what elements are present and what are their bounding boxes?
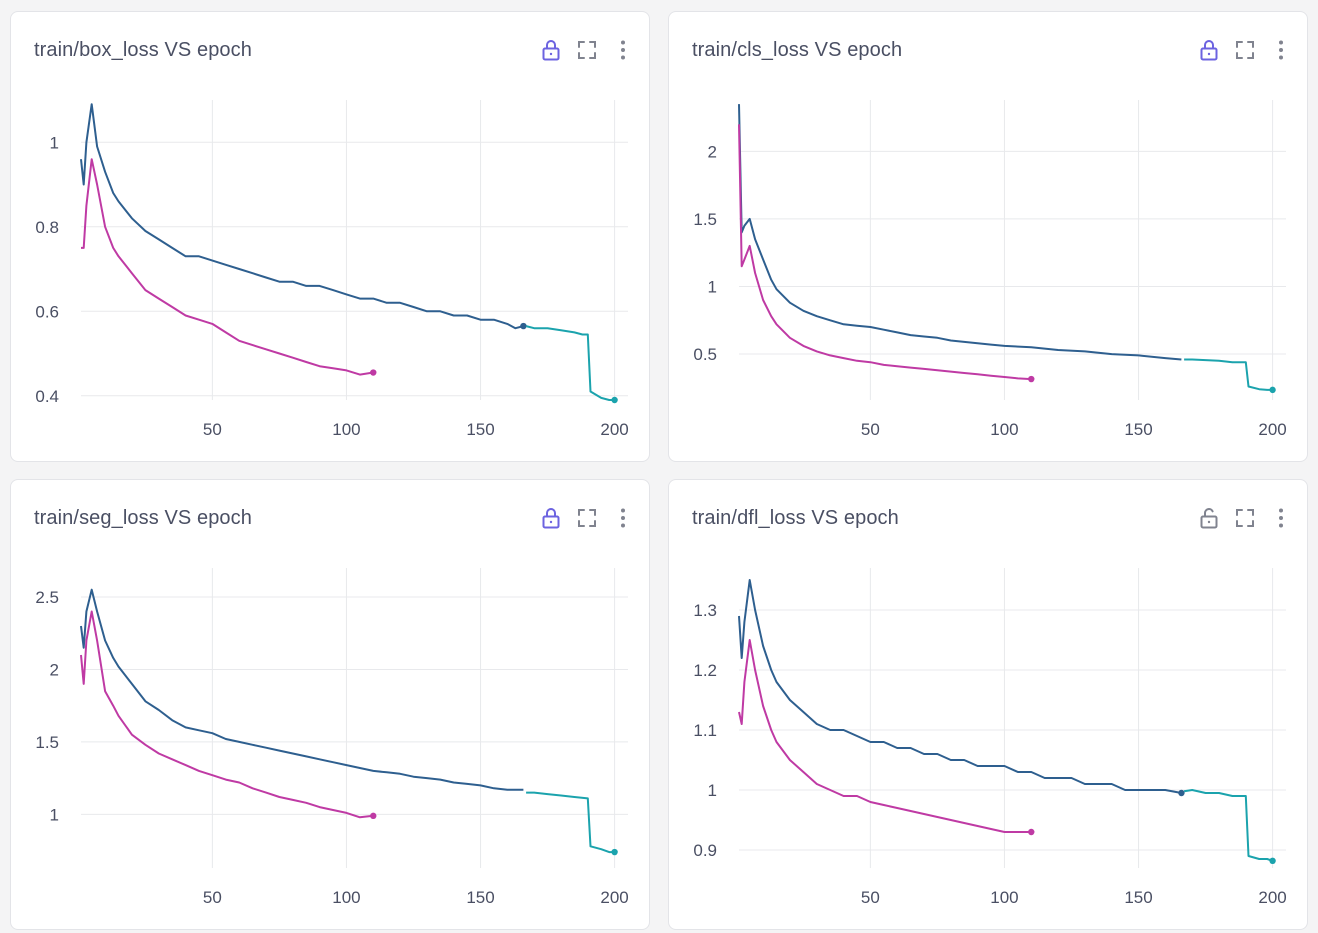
series-line[interactable] [80,610,374,819]
series-line[interactable] [738,579,1182,794]
line-chart: 50 100 150 200 0.5 1 1.5 2 [693,100,1287,439]
more-vertical-icon[interactable] [1269,38,1293,62]
series-line[interactable] [80,588,524,791]
card-toolbar [539,506,635,532]
series-end-marker[interactable] [1178,789,1185,797]
series-line[interactable] [81,158,374,376]
y-tick-label: 2 [50,660,59,679]
lock-icon[interactable] [539,38,563,62]
x-tick-label: 150 [466,420,494,439]
series-end-marker[interactable] [1269,386,1276,394]
x-tick-label: 50 [203,420,222,439]
series-line[interactable] [1183,789,1273,862]
x-tick-label: 50 [861,888,880,907]
chart-title: train/cls_loss VS epoch [692,39,903,61]
card-toolbar [539,38,635,64]
series-end-marker[interactable] [1269,857,1276,864]
chart-title: train/seg_loss VS epoch [34,507,252,529]
more-vertical-icon[interactable] [611,506,635,530]
x-tick-label: 100 [990,888,1018,907]
chart-card-cls-loss: train/cls_loss VS epoch 50 100 150 200 0.5 1 1… [668,11,1308,462]
y-tick-label: 0.5 [693,345,717,364]
more-vertical-icon[interactable] [1269,506,1293,530]
y-tick-label: 1 [708,781,717,800]
series-end-marker[interactable] [1028,375,1035,383]
y-tick-label: 0.4 [35,387,59,406]
lock-open-icon[interactable] [1197,506,1221,530]
y-tick-label: 1 [50,133,59,152]
line-chart: 50 100 150 200 0.4 0.6 0.8 1 [35,100,629,439]
lock-icon[interactable] [539,506,563,530]
y-tick-label: 1.5 [35,733,59,752]
card-toolbar [1197,38,1293,64]
y-tick-label: 1.1 [693,721,717,740]
x-tick-label: 50 [861,420,880,439]
series-line[interactable] [738,104,1182,361]
series-end-marker[interactable] [611,396,618,404]
x-tick-label: 200 [600,420,628,439]
y-tick-label: 1.3 [693,601,717,620]
chart-title: train/box_loss VS epoch [34,39,252,61]
y-tick-label: 0.8 [35,218,59,237]
x-tick-label: 50 [203,888,222,907]
y-tick-label: 0.9 [693,841,717,860]
x-tick-label: 150 [1124,888,1152,907]
lock-icon[interactable] [1197,38,1221,62]
series-end-marker[interactable] [370,369,377,376]
series-line[interactable] [525,325,615,401]
fullscreen-icon[interactable] [575,506,599,530]
x-tick-label: 200 [1258,420,1286,439]
chart-card-dfl-loss: train/dfl_loss VS epoch 50 100 150 200 0.9 1 1… [668,479,1308,930]
more-vertical-icon[interactable] [611,38,635,62]
series-line[interactable] [80,103,524,330]
fullscreen-icon[interactable] [1233,38,1257,62]
series-end-marker[interactable] [370,812,377,820]
series-end-marker[interactable] [611,848,618,856]
series-line[interactable] [1184,358,1273,391]
y-tick-label: 1 [708,277,717,296]
chart-title: train/dfl_loss VS epoch [692,507,899,529]
series-line[interactable] [738,639,1032,833]
y-tick-label: 2.5 [35,588,59,607]
y-tick-label: 1.2 [693,661,717,680]
chart-card-seg-loss: train/seg_loss VS epoch 50 100 150 200 1 1.5 2… [10,479,650,930]
x-tick-label: 100 [332,420,360,439]
fullscreen-icon[interactable] [1233,506,1257,530]
y-tick-label: 1 [50,805,59,824]
y-tick-label: 2 [708,142,717,161]
y-tick-label: 0.6 [35,302,59,321]
series-line[interactable] [526,791,615,854]
x-tick-label: 100 [990,420,1018,439]
x-tick-label: 200 [1258,888,1286,907]
x-tick-label: 150 [466,888,494,907]
y-tick-label: 1.5 [693,210,717,229]
x-tick-label: 150 [1124,420,1152,439]
card-toolbar [1197,506,1293,532]
line-chart: 50 100 150 200 0.9 1 1.1 1.2 1.3 [693,568,1287,907]
series-line[interactable] [738,124,1032,381]
series-end-marker[interactable] [1028,828,1035,836]
x-tick-label: 100 [332,888,360,907]
fullscreen-icon[interactable] [575,38,599,62]
x-tick-label: 200 [600,888,628,907]
chart-card-box-loss: train/box_loss VS epoch 50 100 150 200 0.4 0.… [10,11,650,462]
series-end-marker[interactable] [520,322,527,330]
line-chart: 50 100 150 200 1 1.5 2 2.5 [35,568,629,907]
